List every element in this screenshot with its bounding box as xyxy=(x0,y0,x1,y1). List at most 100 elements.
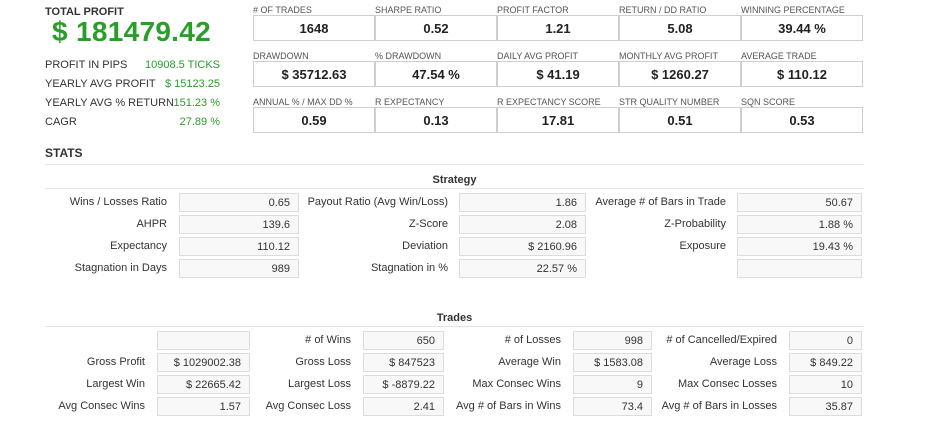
kpi-value: 0.53 xyxy=(741,107,863,133)
trade-value: 9 xyxy=(573,375,652,394)
trade-label: # of Wins xyxy=(305,334,351,346)
kpi-value: 0.13 xyxy=(375,107,497,133)
summary-label: YEARLY AVG % RETURN xyxy=(45,97,174,109)
summary-label: PROFIT IN PIPS xyxy=(45,59,128,71)
trade-value: $ 849.22 xyxy=(789,353,862,372)
total-profit-value: $ 181479.42 xyxy=(52,16,212,47)
kpi-value: $ 110.12 xyxy=(741,61,863,87)
kpi-value: 47.54 % xyxy=(375,61,497,87)
kpi-label: R EXPECTANCY xyxy=(375,97,445,107)
kpi-label: DRAWDOWN xyxy=(253,51,309,61)
stat-value: 19.43 % xyxy=(737,237,862,256)
kpi-value: 0.51 xyxy=(619,107,741,133)
summary-label: YEARLY AVG PROFIT xyxy=(45,78,156,90)
trade-value: 35.87 xyxy=(789,397,862,416)
summary-value: $ 15123.25 xyxy=(164,78,220,90)
stat-value: 22.57 % xyxy=(459,259,586,278)
stat-label: Z-Probability xyxy=(664,218,726,230)
stat-value: 0.65 xyxy=(179,193,299,212)
trade-label: Average Win xyxy=(498,356,561,368)
trade-label: # of Losses xyxy=(504,334,561,346)
stat-label: Expectancy xyxy=(110,240,167,252)
kpi-label: PROFIT FACTOR xyxy=(497,5,569,15)
stat-value: 1.88 % xyxy=(737,215,862,234)
kpi-label: MONTHLY AVG PROFIT xyxy=(619,51,719,61)
stat-label: Stagnation in % xyxy=(370,262,448,274)
stat-value: 1.86 xyxy=(459,193,586,212)
kpi-label: # OF TRADES xyxy=(253,5,312,15)
stat-value: 50.67 xyxy=(737,193,862,212)
trade-label: Gross Profit xyxy=(86,356,145,368)
trades-divider xyxy=(45,326,864,327)
stat-label: Exposure xyxy=(679,240,726,252)
trade-value: $ 847523 xyxy=(363,353,444,372)
kpi-label: AVERAGE TRADE xyxy=(741,51,817,61)
kpi-label: WINNING PERCENTAGE xyxy=(741,5,845,15)
kpi-value: 5.08 xyxy=(619,15,741,41)
kpi-value: $ 41.19 xyxy=(497,61,619,87)
stats-title: STATS xyxy=(45,146,83,160)
stat-label: Z-Score xyxy=(408,218,448,230)
trade-label: # of Cancelled/Expired xyxy=(666,334,777,346)
trade-value: 73.4 xyxy=(573,397,652,416)
kpi-label: RETURN / DD RATIO xyxy=(619,5,707,15)
stat-value: 2.08 xyxy=(459,215,586,234)
trade-value: 0 xyxy=(789,331,862,350)
kpi-label: DAILY AVG PROFIT xyxy=(497,51,579,61)
strategy-title: Strategy xyxy=(432,174,477,186)
summary-value: 151.23 % xyxy=(173,97,220,109)
kpi-value: 1.21 xyxy=(497,15,619,41)
stat-label: AHPR xyxy=(136,218,167,230)
stat-value: 110.12 xyxy=(179,237,299,256)
stat-value xyxy=(737,259,862,278)
trade-label: Largest Win xyxy=(86,378,145,390)
kpi-value: $ 1260.27 xyxy=(619,61,741,87)
kpi-value: 1648 xyxy=(253,15,375,41)
summary-value: 27.89 % xyxy=(179,116,220,128)
kpi-label: STR QUALITY NUMBER xyxy=(619,97,720,107)
trade-value: 650 xyxy=(363,331,444,350)
trade-value: $ 1583.08 xyxy=(573,353,652,372)
stat-label: Wins / Losses Ratio xyxy=(69,196,167,208)
kpi-value: 0.52 xyxy=(375,15,497,41)
strategy-divider xyxy=(45,188,864,189)
kpi-label: % DRAWDOWN xyxy=(375,51,442,61)
trade-value: $ -8879.22 xyxy=(363,375,444,394)
stat-label: Payout Ratio (Avg Win/Loss) xyxy=(307,196,448,208)
kpi-value: 39.44 % xyxy=(741,15,863,41)
kpi-value: 0.59 xyxy=(253,107,375,133)
kpi-label: R EXPECTANCY SCORE xyxy=(497,97,601,107)
trade-value xyxy=(157,331,250,350)
stat-value: $ 2160.96 xyxy=(459,237,586,256)
kpi-label: ANNUAL % / MAX DD % xyxy=(253,97,353,107)
trade-value: 10 xyxy=(789,375,862,394)
stat-value: 139.6 xyxy=(179,215,299,234)
trade-value: $ 22665.42 xyxy=(157,375,250,394)
trade-label: Avg # of Bars in Wins xyxy=(456,400,561,412)
trade-label: Avg Consec Wins xyxy=(58,400,145,412)
trade-value: 2.41 xyxy=(363,397,444,416)
kpi-label: SHARPE RATIO xyxy=(375,5,442,15)
stat-label: Stagnation in Days xyxy=(74,262,167,274)
total-profit-label: TOTAL PROFIT xyxy=(45,6,124,18)
trade-value: $ 1029002.38 xyxy=(157,353,250,372)
stat-label: Average # of Bars in Trade xyxy=(595,196,726,208)
trade-label: Avg Consec Loss xyxy=(265,400,351,412)
trade-label: Max Consec Wins xyxy=(472,378,561,390)
trade-label: Max Consec Losses xyxy=(677,378,777,390)
trade-label: Avg # of Bars in Losses xyxy=(661,400,777,412)
summary-label: CAGR xyxy=(45,116,77,128)
stats-divider xyxy=(45,164,864,165)
kpi-label: SQN SCORE xyxy=(741,97,796,107)
trade-label: Gross Loss xyxy=(295,356,351,368)
stat-value: 989 xyxy=(179,259,299,278)
trade-label: Largest Loss xyxy=(288,378,351,390)
kpi-value: $ 35712.63 xyxy=(253,61,375,87)
trade-value: 998 xyxy=(573,331,652,350)
summary-value: 10908.5 TICKS xyxy=(144,59,220,71)
trade-value: 1.57 xyxy=(157,397,250,416)
trades-title: Trades xyxy=(436,312,473,324)
trade-label: Average Loss xyxy=(709,356,777,368)
stat-label: Deviation xyxy=(402,240,448,252)
kpi-value: 17.81 xyxy=(497,107,619,133)
